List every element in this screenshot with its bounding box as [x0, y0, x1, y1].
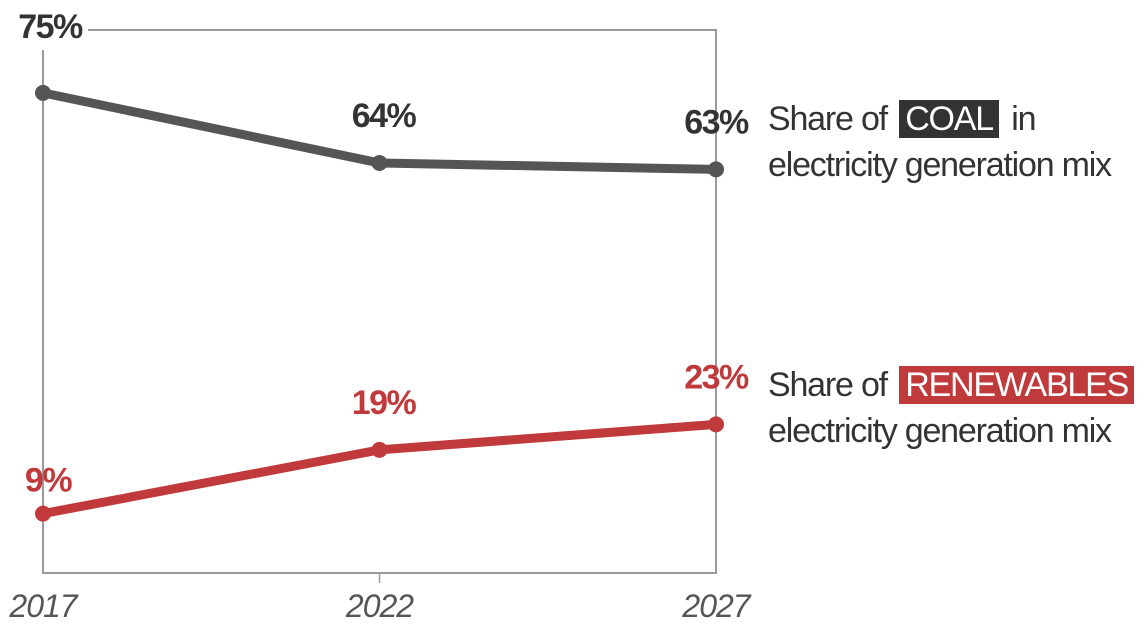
data-point-renewables — [708, 416, 724, 433]
data-point-coal — [708, 161, 724, 178]
legend-renewables-line2: electricity generation mix — [768, 412, 1112, 450]
legend-coal-prefix: Share of — [768, 100, 888, 138]
data-label-renewables: 9% — [25, 462, 72, 500]
data-label-coal: 63% — [684, 103, 749, 141]
x-tick-label: 2017 — [8, 588, 78, 624]
legend-coal-line2: electricity generation mix — [768, 146, 1112, 184]
legend-renewables: Share of RENEWABLES in electricity gener… — [768, 362, 1146, 454]
legend-coal: Share of COAL in electricity generation … — [768, 96, 1112, 188]
data-label-renewables: 23% — [684, 358, 749, 396]
x-tick-label: 2022 — [345, 588, 414, 624]
data-label-renewables: 19% — [352, 384, 417, 422]
legend-coal-suffix: in — [1011, 100, 1036, 138]
data-point-renewables — [371, 441, 388, 458]
x-tick-label: 2027 — [681, 588, 751, 624]
plot-frame — [42, 29, 717, 574]
data-point-coal — [35, 84, 51, 101]
legend-renewables-tag: RENEWABLES — [899, 366, 1135, 404]
legend-coal-tag: COAL — [899, 100, 999, 138]
series-line-renewables — [38, 419, 721, 519]
data-point-renewables — [35, 505, 51, 522]
data-label-coal: 75% — [18, 8, 83, 46]
data-label-coal: 64% — [352, 97, 417, 135]
data-point-coal — [371, 155, 388, 171]
legend-renewables-prefix: Share of — [768, 366, 888, 404]
